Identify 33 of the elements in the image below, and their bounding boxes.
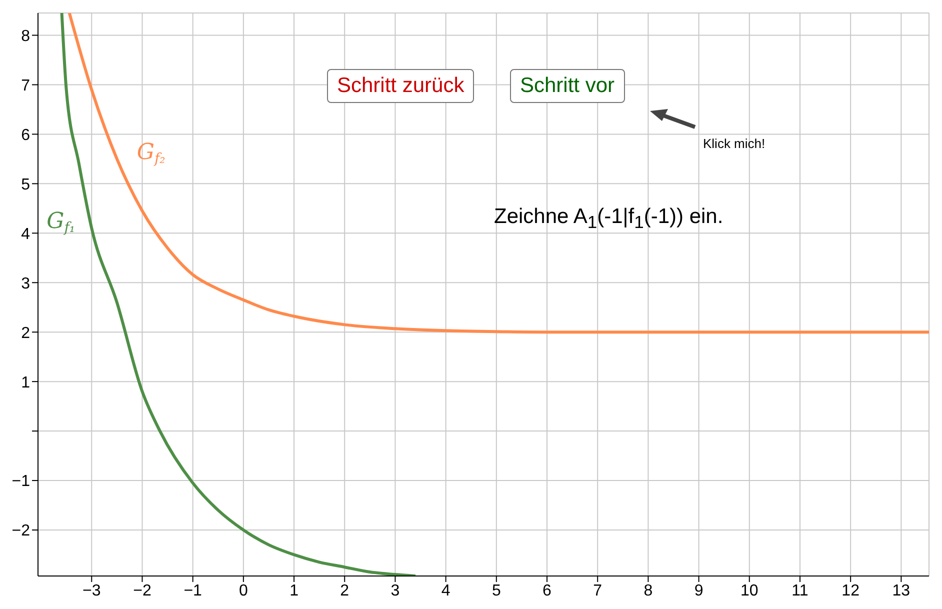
series-label: G$_{f₂}$ <box>136 140 166 168</box>
x-tick-label: 0 <box>238 582 248 600</box>
y-tick-label: 7 <box>21 77 30 94</box>
x-tick-label: −3 <box>82 582 101 600</box>
y-tick-label: 6 <box>21 126 30 144</box>
x-tick-label: 6 <box>542 582 552 600</box>
x-tick-label: 3 <box>390 582 400 600</box>
y-tick-label: 4 <box>21 226 30 243</box>
x-tick-label: 13 <box>892 582 910 600</box>
series-label: G$_{f₁}$ <box>46 209 76 236</box>
x-tick-label: −2 <box>133 582 152 600</box>
x-tick-label: 4 <box>441 582 450 600</box>
back-button[interactable]: Schritt zurück <box>327 69 474 103</box>
x-tick-label: 5 <box>492 582 501 600</box>
y-tick-label: 8 <box>21 28 30 45</box>
y-tick-label: −2 <box>12 522 30 540</box>
x-tick-label: 12 <box>842 582 860 600</box>
x-tick-label: −1 <box>184 582 202 600</box>
x-tick-label: 1 <box>290 582 299 600</box>
x-tick-label: 9 <box>694 582 704 600</box>
y-tick-label: −1 <box>12 473 30 490</box>
y-tick-label: 5 <box>21 176 30 194</box>
y-tick-label: 2 <box>21 324 30 342</box>
y-tick-label: 3 <box>21 275 30 292</box>
x-tick-label: 10 <box>740 582 758 600</box>
forward-button[interactable]: Schritt vor <box>510 69 625 103</box>
annotation: Zeichne A$_{1}$(-1|f$_{1}$(-1)) ein. <box>494 205 724 234</box>
x-tick-label: 2 <box>340 582 350 600</box>
x-tick-label: 7 <box>593 582 602 600</box>
annotation: Klick mich! <box>703 136 766 151</box>
x-tick-label: 8 <box>644 582 653 600</box>
x-tick-label: 11 <box>792 582 808 600</box>
y-tick-label: 1 <box>21 374 30 392</box>
